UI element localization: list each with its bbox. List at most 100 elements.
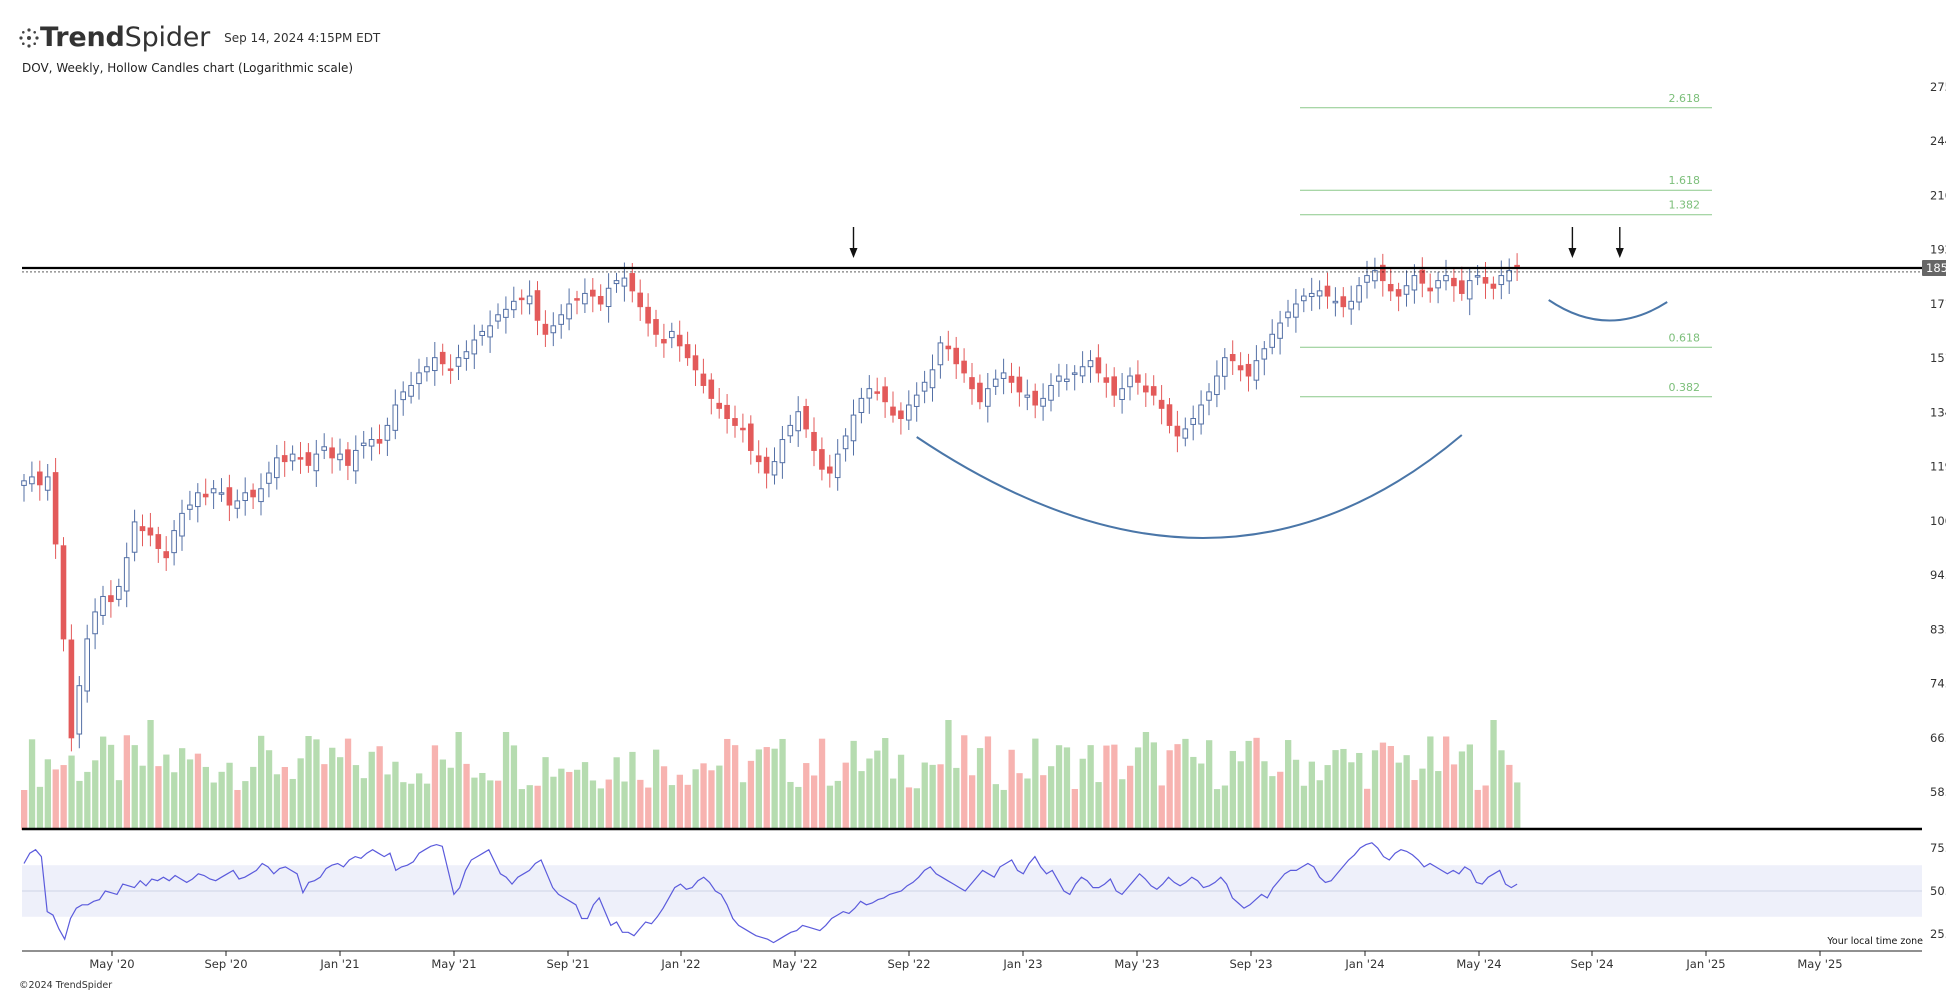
candle[interactable] xyxy=(1024,379,1031,411)
candle[interactable] xyxy=(653,309,659,347)
candle[interactable] xyxy=(226,474,233,522)
candle[interactable] xyxy=(313,439,320,487)
candle[interactable] xyxy=(724,394,730,434)
candle[interactable] xyxy=(329,437,335,474)
candle[interactable] xyxy=(52,457,59,559)
candle[interactable] xyxy=(1498,260,1505,300)
candle[interactable] xyxy=(100,585,106,625)
candle[interactable] xyxy=(1111,367,1118,407)
candle[interactable] xyxy=(913,382,920,422)
candle[interactable] xyxy=(210,480,217,510)
candle[interactable] xyxy=(1143,373,1149,407)
candle[interactable] xyxy=(242,477,248,516)
candle[interactable] xyxy=(1087,350,1094,383)
candle[interactable] xyxy=(163,536,169,571)
candle[interactable] xyxy=(1237,352,1244,382)
candle[interactable] xyxy=(503,296,509,334)
candle[interactable] xyxy=(803,398,809,438)
candle[interactable] xyxy=(297,441,304,474)
candle[interactable] xyxy=(1048,373,1054,412)
candle[interactable] xyxy=(1008,362,1015,394)
candle[interactable] xyxy=(692,344,699,387)
candle[interactable] xyxy=(37,460,43,501)
candle[interactable] xyxy=(1443,259,1449,291)
candle[interactable] xyxy=(1340,287,1347,318)
candle[interactable] xyxy=(234,489,241,519)
candle[interactable] xyxy=(21,474,27,502)
candle[interactable] xyxy=(432,341,438,386)
candle[interactable] xyxy=(281,440,288,477)
candle[interactable] xyxy=(29,461,35,492)
candle[interactable] xyxy=(1356,277,1362,311)
candle[interactable] xyxy=(60,537,67,652)
candle[interactable] xyxy=(866,375,873,414)
candle[interactable] xyxy=(921,370,928,404)
candle[interactable] xyxy=(471,324,478,370)
candle[interactable] xyxy=(961,348,967,383)
candle[interactable] xyxy=(882,377,888,418)
candle[interactable] xyxy=(1451,268,1457,302)
candle[interactable] xyxy=(1403,270,1410,307)
candle[interactable] xyxy=(384,417,391,456)
candle[interactable] xyxy=(487,310,493,353)
cup-arc[interactable] xyxy=(916,434,1463,539)
candle[interactable] xyxy=(842,428,849,462)
candle[interactable] xyxy=(613,272,620,293)
candle[interactable] xyxy=(1166,397,1173,434)
candle[interactable] xyxy=(534,281,541,336)
candle[interactable] xyxy=(1198,390,1204,435)
candle[interactable] xyxy=(1150,375,1157,406)
candle[interactable] xyxy=(645,293,651,337)
candle[interactable] xyxy=(1466,267,1473,316)
candle[interactable] xyxy=(732,405,738,438)
candle[interactable] xyxy=(1387,269,1394,302)
candle[interactable] xyxy=(1222,348,1228,390)
candle[interactable] xyxy=(1411,264,1418,304)
candle[interactable] xyxy=(906,390,912,431)
candle[interactable] xyxy=(123,542,130,608)
candle[interactable] xyxy=(945,330,952,361)
candle[interactable] xyxy=(1135,360,1141,395)
candle[interactable] xyxy=(890,391,896,423)
candle[interactable] xyxy=(1459,266,1465,301)
candle[interactable] xyxy=(187,490,193,521)
candle[interactable] xyxy=(795,396,802,447)
candle[interactable] xyxy=(202,478,209,506)
candle[interactable] xyxy=(360,430,367,459)
candle[interactable] xyxy=(416,358,422,400)
candle[interactable] xyxy=(1095,344,1102,383)
candle[interactable] xyxy=(898,402,904,435)
candle[interactable] xyxy=(700,358,707,394)
candle[interactable] xyxy=(1229,340,1236,375)
candle[interactable] xyxy=(1016,366,1023,407)
candle[interactable] xyxy=(582,278,588,313)
candle[interactable] xyxy=(463,340,470,371)
candle[interactable] xyxy=(1380,253,1386,297)
candle[interactable] xyxy=(345,442,351,481)
candle[interactable] xyxy=(748,415,754,465)
candle[interactable] xyxy=(929,354,936,402)
candle[interactable] xyxy=(1301,288,1307,313)
candle[interactable] xyxy=(44,463,51,501)
candle[interactable] xyxy=(740,413,746,443)
candle[interactable] xyxy=(992,369,999,395)
candle[interactable] xyxy=(274,444,280,490)
candle[interactable] xyxy=(574,290,580,315)
candle[interactable] xyxy=(108,580,114,618)
candle[interactable] xyxy=(558,304,565,339)
candle[interactable] xyxy=(424,357,430,382)
handle-arc[interactable] xyxy=(1548,299,1668,322)
candle[interactable] xyxy=(755,440,762,474)
candle[interactable] xyxy=(1506,258,1513,294)
candle[interactable] xyxy=(787,414,794,443)
candle[interactable] xyxy=(874,377,881,401)
candle[interactable] xyxy=(969,362,975,405)
candle[interactable] xyxy=(1253,345,1260,390)
candle[interactable] xyxy=(511,286,517,319)
candle[interactable] xyxy=(147,512,154,547)
candle[interactable] xyxy=(400,381,406,416)
candle[interactable] xyxy=(1261,341,1268,376)
candle[interactable] xyxy=(266,461,272,498)
candle[interactable] xyxy=(1490,276,1497,300)
